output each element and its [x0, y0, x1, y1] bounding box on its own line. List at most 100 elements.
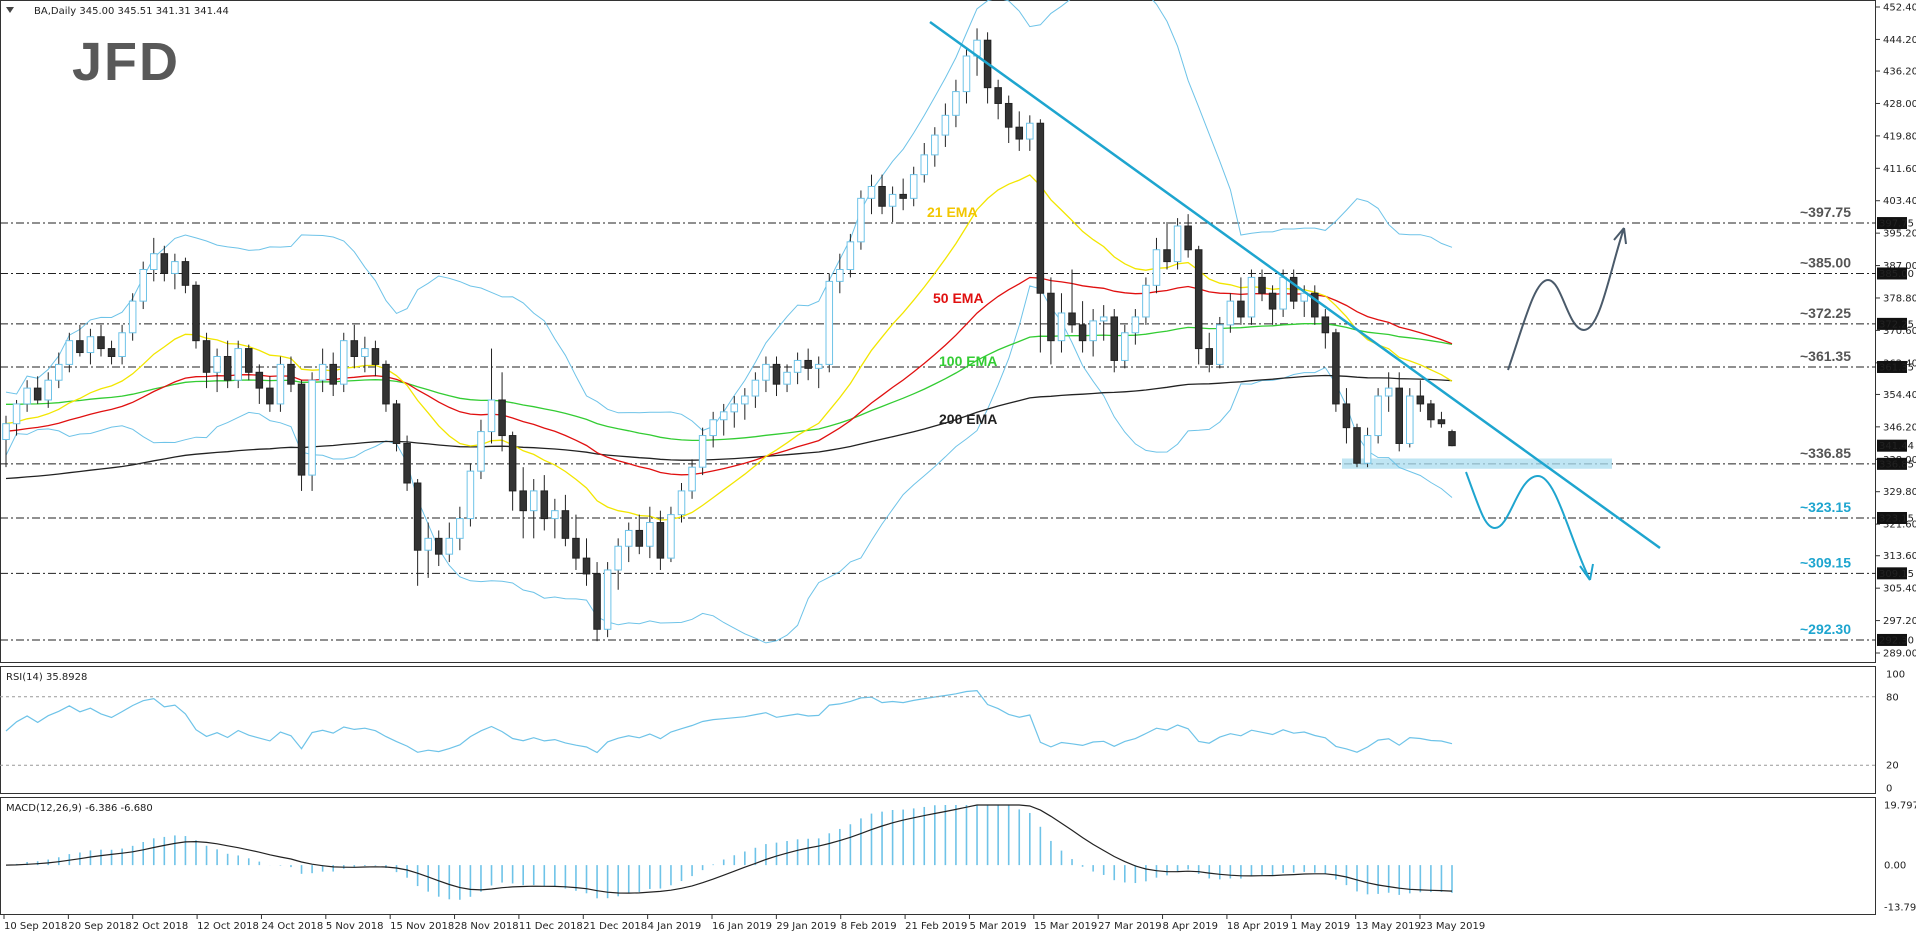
rsi-axis: 100 80 20 0	[0, 670, 1905, 795]
candle	[2, 415, 10, 468]
candle-body	[1152, 249, 1161, 286]
candle	[276, 356, 285, 412]
candle	[97, 324, 105, 357]
candle	[667, 506, 675, 563]
candle-body	[772, 363, 781, 385]
candle-body	[1078, 324, 1087, 342]
level-price-tag-bg	[1877, 567, 1907, 580]
collapse-arrow-icon[interactable]	[6, 7, 14, 13]
candle-body	[477, 431, 485, 472]
candle	[202, 332, 211, 389]
candle-body	[192, 284, 200, 342]
level-label: ~336.85	[1800, 445, 1851, 461]
candle-body	[350, 340, 359, 357]
candle-body	[688, 466, 696, 492]
symbol-header: BA,Daily 345.00 345.51 341.31 341.44	[34, 6, 229, 17]
candle-body	[65, 340, 74, 365]
candle	[1121, 324, 1129, 369]
candle-body	[804, 359, 812, 369]
time-tick-label: 1 May 2019	[1291, 921, 1350, 932]
price-tick-label: 395.20	[1883, 229, 1916, 240]
candle-body	[825, 280, 834, 365]
time-tick-label: 11 Dec 2018	[519, 921, 583, 932]
ema50-label: 50 EMA	[933, 290, 984, 306]
candle	[466, 463, 475, 527]
candle-body	[466, 470, 475, 520]
candle-body	[33, 387, 42, 401]
candle	[1384, 372, 1393, 412]
candle	[751, 372, 760, 408]
candle	[1247, 269, 1256, 325]
price-tick-label: 419.80	[1883, 131, 1916, 142]
price-tick-label: 346.20	[1883, 422, 1916, 433]
candle-body	[867, 185, 876, 199]
candle-body	[656, 522, 665, 559]
level-price-tag: 323.15	[1877, 511, 1914, 524]
candle-body	[741, 395, 749, 405]
time-tick-label: 23 May 2019	[1420, 921, 1485, 932]
candle-body	[941, 114, 950, 136]
bollinger-upper	[5, 0, 1453, 432]
candle	[1395, 372, 1403, 452]
candle	[456, 506, 464, 551]
candle-body	[751, 379, 760, 397]
candle-body	[730, 403, 739, 413]
candle	[741, 388, 749, 420]
candle	[1110, 309, 1119, 373]
candle-body	[434, 537, 443, 555]
level-price-tag: 336.85	[1877, 457, 1914, 470]
level-label: ~323.15	[1800, 499, 1851, 515]
price-tick-label: 378.80	[1883, 293, 1916, 304]
level-label: ~397.75	[1800, 204, 1851, 220]
candle	[624, 522, 633, 563]
candle	[1406, 388, 1414, 448]
candle-body	[1110, 316, 1119, 361]
candle	[149, 237, 158, 282]
candle	[266, 376, 274, 412]
candle-body	[793, 359, 802, 373]
candle	[1089, 309, 1097, 357]
candle-body	[1427, 403, 1435, 421]
level-price-tag-bg	[1877, 360, 1907, 373]
price-tick-label: 444.20	[1883, 35, 1916, 46]
candle-body	[519, 490, 527, 512]
candle	[350, 324, 359, 369]
candle-body	[783, 371, 791, 385]
candles	[2, 28, 1456, 642]
bollinger-bands	[5, 0, 1453, 644]
candle-body	[635, 529, 644, 547]
level-price-tag-text: 372.25	[1879, 319, 1914, 330]
candle-body	[1416, 395, 1425, 405]
candle-body	[86, 336, 95, 354]
candle	[244, 344, 253, 381]
candle	[33, 376, 42, 404]
price-tick-label: 387.00	[1883, 261, 1916, 272]
candle-body	[1142, 284, 1150, 318]
candle	[551, 498, 559, 539]
candle	[213, 348, 221, 393]
candle-body	[1026, 122, 1034, 140]
ema200-label: 200 EMA	[939, 411, 997, 427]
candle-body	[1363, 435, 1372, 464]
candle-body	[1131, 316, 1140, 334]
macd-signal-line	[5, 804, 1453, 894]
candle-body	[878, 185, 886, 207]
candle	[1363, 427, 1372, 468]
candle-body	[1047, 292, 1055, 342]
trendline	[929, 20, 1661, 550]
candle-body	[540, 490, 549, 520]
candle	[698, 427, 707, 476]
candle	[1437, 411, 1446, 428]
candle	[487, 348, 496, 444]
time-tick-label: 15 Mar 2019	[1034, 921, 1097, 932]
candle	[656, 510, 665, 570]
candle-body	[1300, 292, 1309, 302]
candle	[86, 328, 95, 365]
ema21-label: 21 EMA	[927, 204, 978, 220]
candle	[12, 399, 21, 436]
candle-body	[181, 261, 190, 286]
candle-body	[139, 269, 147, 302]
level-label: ~292.30	[1800, 621, 1851, 637]
candle	[783, 364, 791, 393]
time-tick-label: 5 Nov 2018	[326, 921, 384, 932]
